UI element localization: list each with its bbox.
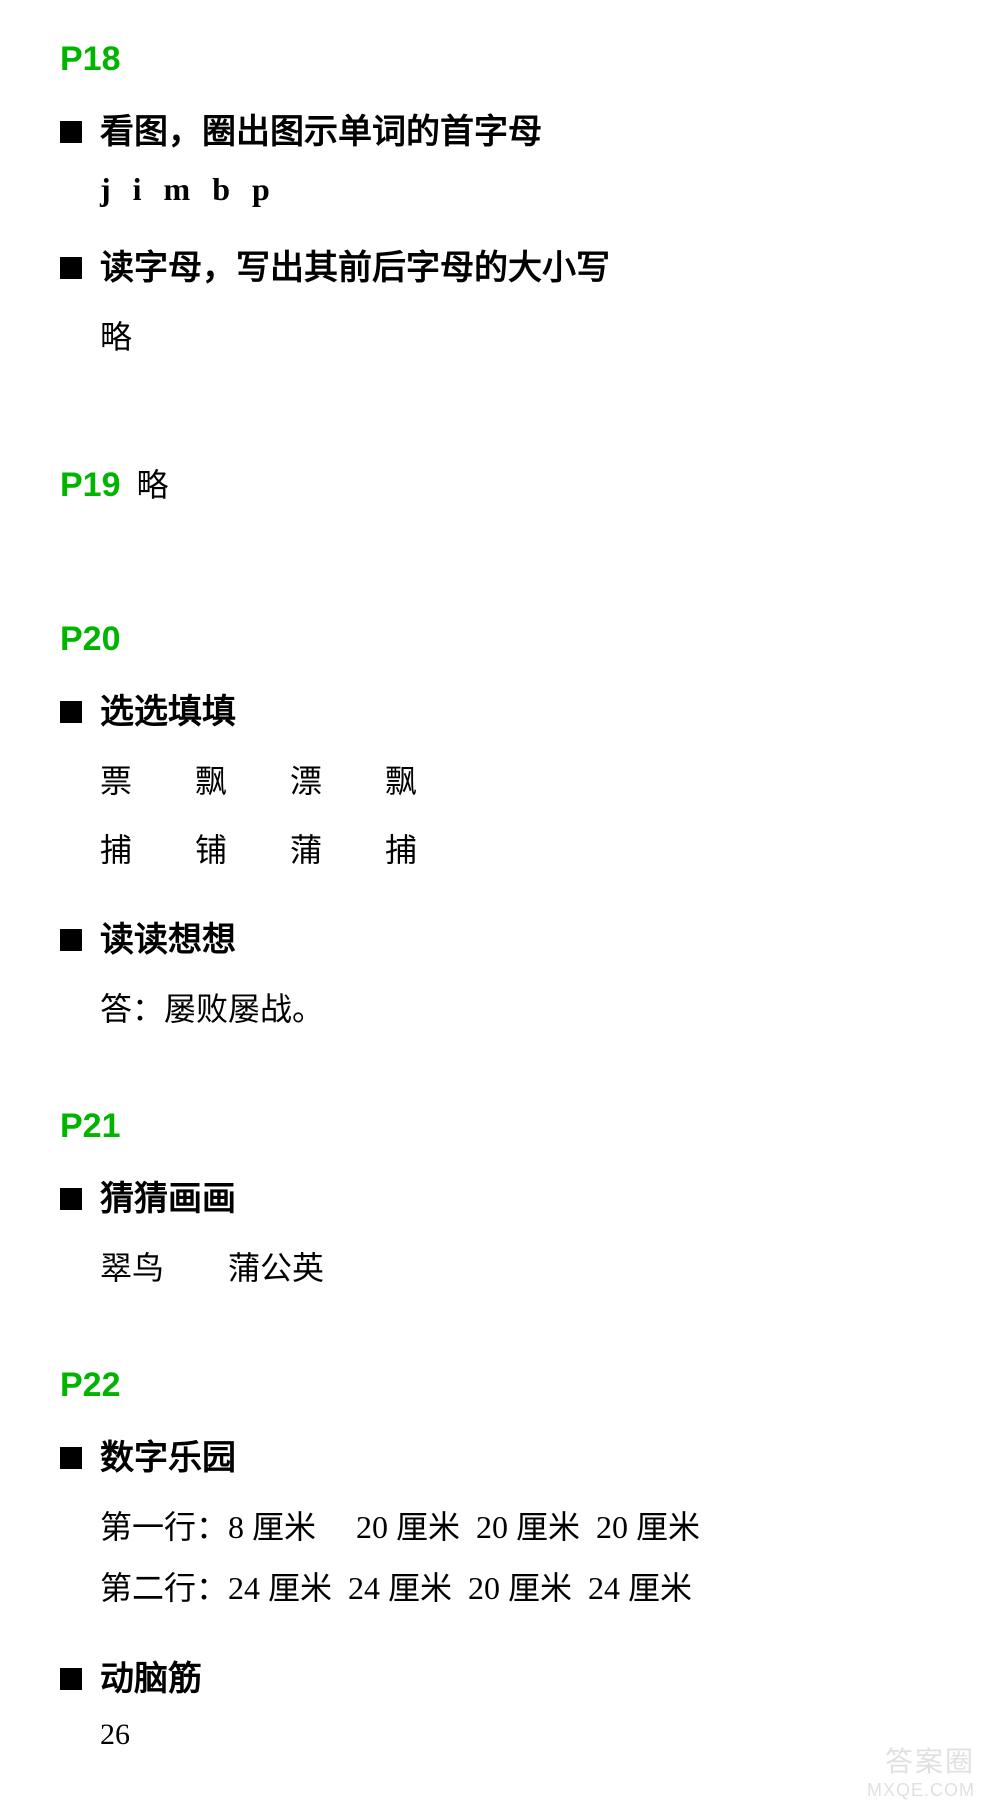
bullet-icon bbox=[60, 929, 82, 951]
char-cell: 漂 bbox=[290, 751, 322, 812]
spacer bbox=[60, 1072, 940, 1107]
section-title: 看图，圈出图示单词的首字母 bbox=[100, 104, 542, 153]
bullet-icon bbox=[60, 1668, 82, 1690]
bullet-icon bbox=[60, 701, 82, 723]
watermark: 答案圈 MXQE.COM bbox=[867, 1740, 975, 1801]
char-row: 捕 铺 蒲 捕 bbox=[100, 820, 940, 881]
page-p20: P20 选选填填 票 飘 漂 飘 捕 铺 蒲 捕 读读想想 答：屡败屡战。 bbox=[60, 620, 940, 1040]
watermark-text-bottom: MXQE.COM bbox=[867, 1780, 975, 1801]
section-item: 看图，圈出图示单词的首字母 bbox=[60, 104, 940, 153]
char-cell: 铺 bbox=[195, 820, 227, 881]
page-heading-p18: P18 bbox=[60, 40, 940, 79]
page-row: P19 略 bbox=[60, 460, 940, 530]
char-cell: 捕 bbox=[385, 820, 417, 881]
section-title: 猜猜画画 bbox=[100, 1171, 236, 1220]
section-title: 选选填填 bbox=[100, 684, 236, 733]
section-content: 翠鸟 蒲公英 bbox=[100, 1238, 940, 1299]
page-heading-p20: P20 bbox=[60, 620, 940, 659]
spacer bbox=[60, 400, 940, 460]
content-line: 第二行：24 厘米 24 厘米 20 厘米 24 厘米 bbox=[100, 1558, 940, 1619]
spacer bbox=[60, 560, 940, 620]
section-title: 读字母，写出其前后字母的大小写 bbox=[100, 240, 610, 289]
section-item: 选选填填 bbox=[60, 684, 940, 733]
section-item: 动脑筋 bbox=[60, 1651, 940, 1700]
section-item: 数字乐园 bbox=[60, 1430, 940, 1479]
section-title: 动脑筋 bbox=[100, 1651, 202, 1700]
section-title: 读读想想 bbox=[100, 912, 236, 961]
bullet-icon bbox=[60, 257, 82, 279]
section-item: 读读想想 bbox=[60, 912, 940, 961]
page-number: 26 bbox=[100, 1718, 940, 1752]
section-content-lines: 第一行：8 厘米 20 厘米 20 厘米 20 厘米 第二行：24 厘米 24 … bbox=[100, 1497, 940, 1619]
page-p18: P18 看图，圈出图示单词的首字母 j i m b p 读字母，写出其前后字母的… bbox=[60, 40, 940, 368]
page-heading-p19: P19 bbox=[60, 466, 121, 505]
page-inline-content: 略 bbox=[137, 460, 169, 506]
bullet-icon bbox=[60, 1447, 82, 1469]
char-cell: 票 bbox=[100, 751, 132, 812]
section-title: 数字乐园 bbox=[100, 1430, 236, 1479]
page-p21: P21 猜猜画画 翠鸟 蒲公英 bbox=[60, 1107, 940, 1299]
page-p22: P22 数字乐园 第一行：8 厘米 20 厘米 20 厘米 20 厘米 第二行：… bbox=[60, 1366, 940, 1752]
section-content-grid: 票 飘 漂 飘 捕 铺 蒲 捕 bbox=[100, 751, 940, 881]
watermark-text-top: 答案圈 bbox=[867, 1740, 975, 1780]
char-row: 票 飘 漂 飘 bbox=[100, 751, 940, 812]
section-item: 猜猜画画 bbox=[60, 1171, 940, 1220]
section-content: 略 bbox=[100, 307, 940, 368]
section-content: 答：屡败屡战。 bbox=[100, 979, 940, 1040]
char-cell: 飘 bbox=[385, 751, 417, 812]
spacer bbox=[60, 1331, 940, 1366]
char-cell: 飘 bbox=[195, 751, 227, 812]
page-p19: P19 略 bbox=[60, 460, 940, 530]
content-line: 第一行：8 厘米 20 厘米 20 厘米 20 厘米 bbox=[100, 1497, 940, 1558]
char-cell: 蒲 bbox=[290, 820, 322, 881]
char-cell: 捕 bbox=[100, 820, 132, 881]
page-heading-p21: P21 bbox=[60, 1107, 940, 1146]
section-item: 读字母，写出其前后字母的大小写 bbox=[60, 240, 940, 289]
page-heading-p22: P22 bbox=[60, 1366, 940, 1405]
bullet-icon bbox=[60, 121, 82, 143]
section-content-letters: j i m b p bbox=[100, 171, 940, 208]
bullet-icon bbox=[60, 1188, 82, 1210]
